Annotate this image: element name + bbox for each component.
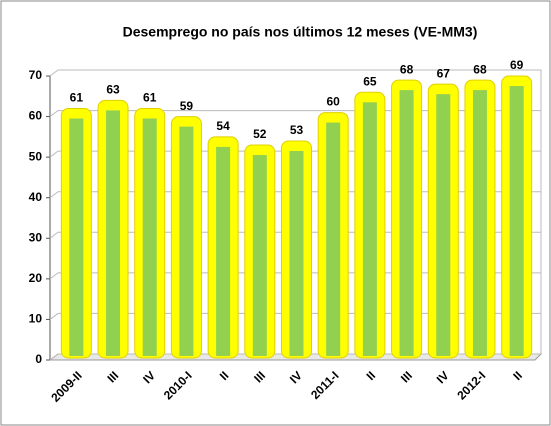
y-tick-label: 60 <box>29 109 43 123</box>
y-tick-label: 40 <box>29 190 43 204</box>
value-label: 53 <box>290 123 304 137</box>
value-label: 67 <box>437 66 451 80</box>
value-label: 68 <box>473 62 487 76</box>
bar-stripe <box>326 122 341 356</box>
value-label: 69 <box>510 58 524 72</box>
value-label: 63 <box>106 83 120 97</box>
value-label: 61 <box>70 91 84 105</box>
bar-stripe <box>252 155 267 356</box>
y-tick-label: 70 <box>29 68 43 82</box>
value-label: 65 <box>363 74 377 88</box>
y-tick-label: 30 <box>29 230 43 244</box>
value-label: 54 <box>216 119 230 133</box>
y-tick-label: 50 <box>29 149 43 163</box>
chart-title: Desemprego no país nos últimos 12 meses … <box>123 24 478 40</box>
bar-stripe <box>142 118 157 356</box>
value-label: 61 <box>143 91 157 105</box>
grid-line <box>49 69 541 77</box>
value-label: 68 <box>400 62 414 76</box>
bar-stripe <box>69 118 84 356</box>
bar-stripe <box>472 90 487 356</box>
bar-stripe <box>179 126 194 356</box>
y-tick-label: 0 <box>35 352 42 366</box>
y-tick-label: 10 <box>29 312 43 326</box>
bar-stripe <box>362 102 377 357</box>
y-tick-label: 20 <box>29 271 43 285</box>
bar-stripe <box>399 90 414 356</box>
bar-stripe <box>106 110 121 357</box>
bar-stripe <box>509 86 524 357</box>
bar-stripe <box>216 146 231 356</box>
value-label: 52 <box>253 127 267 141</box>
bar-stripe <box>289 150 304 356</box>
bar-stripe <box>436 94 451 357</box>
value-label: 60 <box>327 95 341 109</box>
value-label: 59 <box>180 99 194 113</box>
